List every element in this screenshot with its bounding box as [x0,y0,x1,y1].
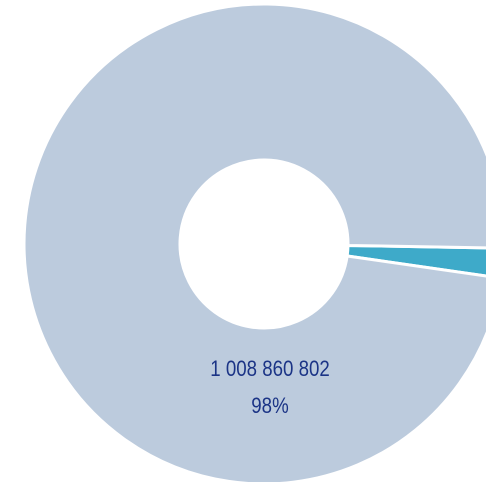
donut-segment [22,2,486,482]
value-label: 1 008 860 802 [210,357,330,381]
percent-label: 98% [251,394,288,418]
